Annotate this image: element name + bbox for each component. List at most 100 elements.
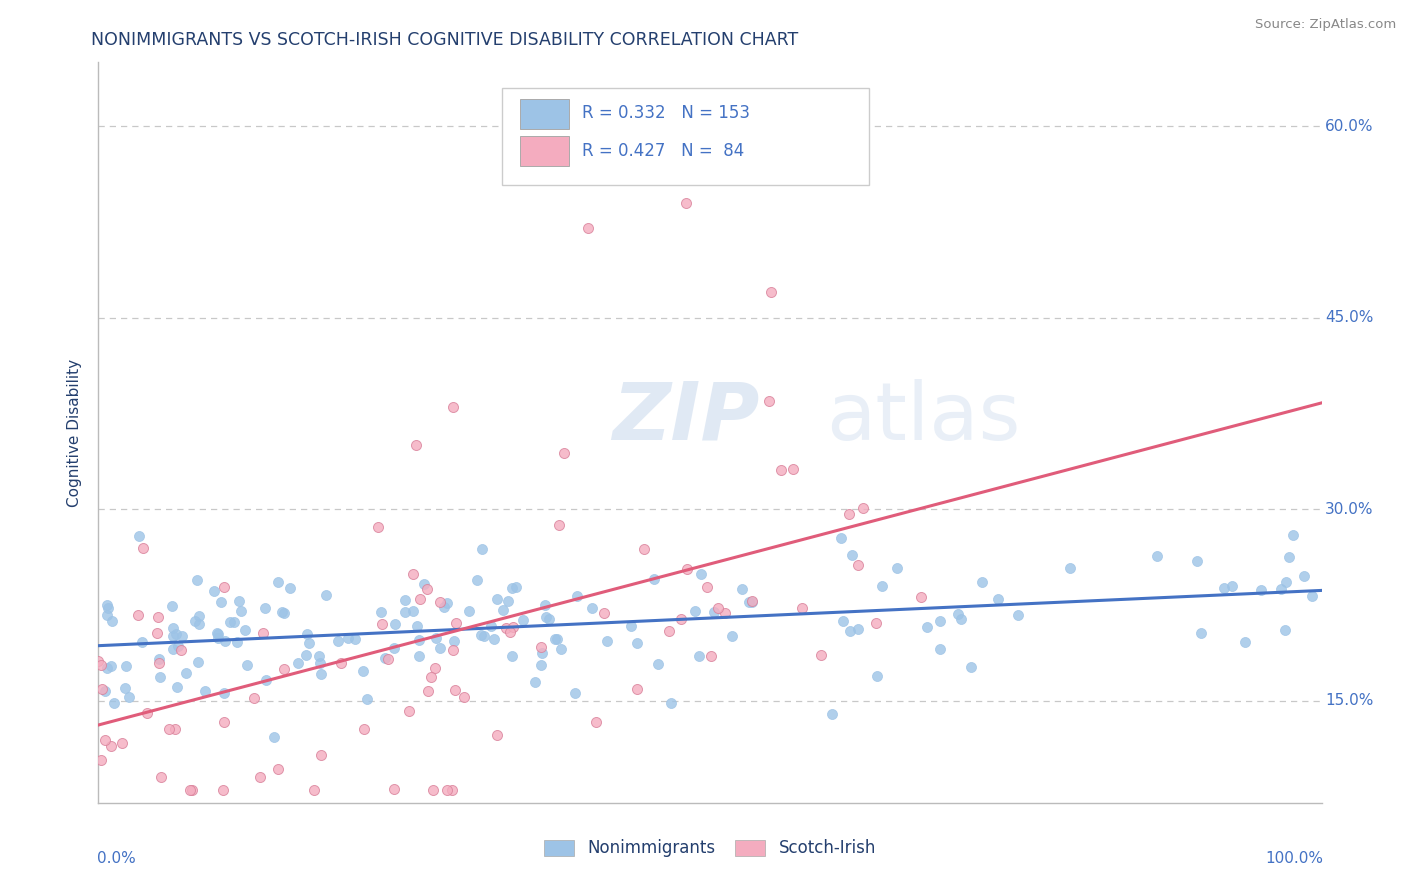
Point xyxy=(821,707,844,722)
Text: R = 0.332   N = 153: R = 0.332 N = 153 xyxy=(582,103,749,122)
Point xyxy=(647,657,669,671)
Point xyxy=(273,662,295,676)
Point xyxy=(405,619,427,633)
Point xyxy=(298,636,321,650)
Point xyxy=(534,598,557,612)
Point xyxy=(207,631,229,645)
Point xyxy=(222,615,245,630)
Point xyxy=(409,591,432,606)
Point xyxy=(267,574,290,589)
Point xyxy=(626,682,648,697)
Point xyxy=(683,604,706,618)
Point xyxy=(183,614,205,628)
Point xyxy=(94,684,117,698)
Point xyxy=(128,529,150,543)
Point xyxy=(1185,554,1208,568)
Point xyxy=(1146,549,1168,564)
Point xyxy=(810,648,832,663)
Point xyxy=(150,770,173,784)
Point xyxy=(534,609,557,624)
Point xyxy=(496,594,519,608)
Point xyxy=(485,728,508,742)
Point xyxy=(402,567,425,582)
Point xyxy=(96,598,118,612)
Point xyxy=(181,783,204,797)
Point xyxy=(422,783,444,797)
Point xyxy=(1250,583,1272,598)
Point xyxy=(1278,549,1301,564)
Point xyxy=(253,600,276,615)
Point xyxy=(436,596,458,610)
Point xyxy=(94,732,117,747)
Point xyxy=(720,629,742,643)
Point xyxy=(738,595,761,609)
Point xyxy=(205,625,228,640)
Point xyxy=(429,595,451,609)
Point xyxy=(214,686,236,700)
Point xyxy=(127,607,149,622)
Point xyxy=(148,657,170,671)
Point xyxy=(249,770,271,784)
Point xyxy=(495,621,517,635)
Point xyxy=(505,580,527,594)
Point xyxy=(311,667,333,681)
Point xyxy=(502,620,524,634)
Point xyxy=(870,579,893,593)
Point xyxy=(537,612,560,626)
Point xyxy=(441,400,464,414)
Point xyxy=(356,692,378,706)
Point xyxy=(163,722,186,736)
Point xyxy=(96,607,118,622)
Point xyxy=(696,580,718,594)
Point xyxy=(950,612,973,626)
Point xyxy=(471,541,494,556)
Point xyxy=(987,592,1010,607)
Point xyxy=(512,614,534,628)
Point xyxy=(308,648,330,663)
Text: 45.0%: 45.0% xyxy=(1326,310,1374,326)
Point xyxy=(101,614,124,628)
Point xyxy=(886,561,908,575)
Point xyxy=(585,715,607,730)
Point xyxy=(118,690,141,704)
Point xyxy=(382,781,405,796)
Point xyxy=(162,621,184,635)
Point xyxy=(287,656,309,670)
Point xyxy=(214,633,236,648)
Point xyxy=(564,686,586,700)
Point xyxy=(114,659,136,673)
Point xyxy=(841,549,863,563)
Text: 60.0%: 60.0% xyxy=(1326,119,1374,134)
Point xyxy=(501,648,523,663)
Point xyxy=(643,573,665,587)
Point xyxy=(676,562,699,576)
Point xyxy=(1007,608,1029,623)
Point xyxy=(267,763,290,777)
Point xyxy=(174,665,197,680)
Point xyxy=(1213,581,1236,595)
Text: R = 0.427   N =  84: R = 0.427 N = 84 xyxy=(582,143,744,161)
Point xyxy=(103,697,125,711)
Point xyxy=(499,625,522,640)
Point xyxy=(1234,635,1257,649)
Point xyxy=(703,605,725,619)
Point xyxy=(207,627,229,641)
Point xyxy=(97,600,120,615)
Point xyxy=(367,520,389,534)
Point xyxy=(782,462,804,476)
Point xyxy=(472,629,495,643)
Point xyxy=(394,592,416,607)
Point xyxy=(769,463,792,477)
Text: atlas: atlas xyxy=(827,379,1021,457)
Point xyxy=(846,558,869,573)
Point xyxy=(790,601,813,615)
Point xyxy=(761,285,783,300)
Point xyxy=(90,753,112,767)
Point xyxy=(848,622,870,636)
Point xyxy=(658,624,681,638)
Point xyxy=(576,221,599,235)
Point xyxy=(374,650,396,665)
Point xyxy=(228,594,250,608)
Point xyxy=(596,634,619,648)
Point xyxy=(620,619,643,633)
